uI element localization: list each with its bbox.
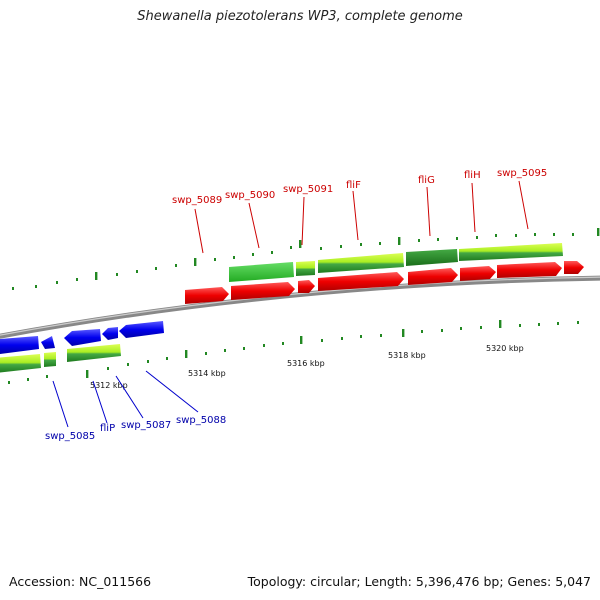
gene-arrow-flih[interactable] xyxy=(460,266,496,281)
outer-ruler xyxy=(12,228,600,290)
gene-label-swp-5095[interactable]: swp_5095 xyxy=(497,168,547,179)
gene-arrow-flig[interactable] xyxy=(408,268,458,285)
genome-summary-text: Topology: circular; Length: 5,396,476 bp… xyxy=(247,574,591,589)
gene-arrow-swp-5088[interactable] xyxy=(119,321,164,338)
feature-bar-green xyxy=(229,262,294,282)
gene-label-swp-5087[interactable]: swp_5087 xyxy=(121,420,171,431)
feature-bar-lime xyxy=(318,253,404,273)
reverse-gene-labels: swp_5085 fliP swp_5087 swp_5088 xyxy=(45,415,226,442)
forward-gene-labels: swp_5089 swp_5090 swp_5091 fliF fliG fli… xyxy=(172,168,547,206)
gene-arrow-flip[interactable] xyxy=(64,329,101,346)
forward-feature-track xyxy=(229,243,563,282)
forward-leader-lines xyxy=(194,180,529,254)
gene-label-swp-5091[interactable]: swp_5091 xyxy=(283,184,333,195)
tick-label-5314: 5314 kbp xyxy=(188,369,226,378)
forward-gene-track xyxy=(185,261,584,304)
gene-arrow-swp-5085[interactable] xyxy=(41,336,55,349)
gene-arrow-next[interactable] xyxy=(564,261,584,274)
feature-bar-lime xyxy=(0,354,41,373)
reverse-gene-track xyxy=(0,321,164,354)
feature-bar-lime xyxy=(44,352,56,367)
feature-bar-lime xyxy=(67,344,121,362)
gene-arrow-reverse-left[interactable] xyxy=(0,336,39,354)
gene-arrow-swp-5089[interactable] xyxy=(185,287,229,304)
gene-label-flip[interactable]: fliP xyxy=(100,423,115,434)
gene-label-flih[interactable]: fliH xyxy=(464,170,481,181)
feature-bar-lime xyxy=(296,261,315,276)
gene-label-flif[interactable]: fliF xyxy=(346,180,361,191)
reverse-leader-lines xyxy=(52,370,199,428)
feature-bar-dark xyxy=(406,249,458,266)
reverse-feature-track xyxy=(0,344,121,373)
gene-label-swp-5085[interactable]: swp_5085 xyxy=(45,431,95,442)
gene-label-swp-5090[interactable]: swp_5090 xyxy=(225,190,275,201)
gene-label-swp-5089[interactable]: swp_5089 xyxy=(172,195,222,206)
gene-arrow-flif[interactable] xyxy=(318,272,404,291)
accession-text: Accession: NC_011566 xyxy=(9,574,152,589)
inner-ruler xyxy=(8,320,579,384)
tick-labels: 5312 kbp 5314 kbp 5316 kbp 5318 kbp 5320… xyxy=(90,344,524,390)
tick-label-5318: 5318 kbp xyxy=(388,351,426,360)
gene-label-flig[interactable]: fliG xyxy=(418,175,435,186)
tick-label-5312: 5312 kbp xyxy=(90,381,128,390)
map-title: Shewanella piezotolerans WP3, complete g… xyxy=(137,9,463,24)
gene-arrow-swp-5091[interactable] xyxy=(298,280,315,293)
tick-label-5316: 5316 kbp xyxy=(287,359,325,368)
gene-arrow-swp-5095[interactable] xyxy=(497,262,562,278)
genome-backbone xyxy=(0,275,600,339)
feature-bar-lime xyxy=(459,243,563,261)
gene-arrow-swp-5087[interactable] xyxy=(102,327,118,340)
gene-label-swp-5088[interactable]: swp_5088 xyxy=(176,415,226,426)
genome-backbone-highlight xyxy=(0,276,600,336)
tick-label-5320: 5320 kbp xyxy=(486,344,524,353)
gene-arrow-swp-5090[interactable] xyxy=(231,282,295,300)
